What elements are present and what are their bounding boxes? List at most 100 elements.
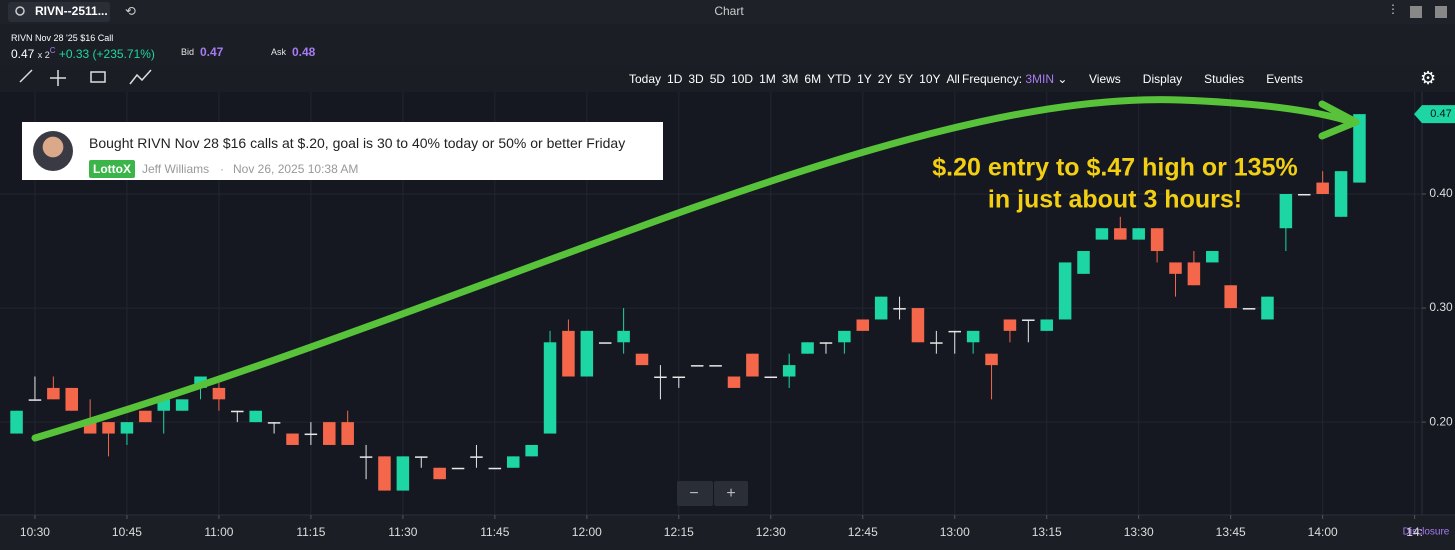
x-tick-label: 13:00 — [940, 525, 970, 539]
post-author: Jeff Williams — [142, 162, 210, 176]
range-button[interactable]: All — [946, 72, 960, 86]
candle-body — [1316, 182, 1329, 194]
zoom-in[interactable] — [714, 481, 748, 506]
candle-body — [212, 387, 226, 400]
post-tag[interactable]: LottoX — [89, 160, 135, 178]
candle-body — [506, 456, 520, 468]
candle-body — [930, 342, 943, 344]
candle-body — [1040, 319, 1053, 331]
note-icon[interactable] — [90, 71, 106, 83]
range-button[interactable]: 2Y — [877, 72, 893, 86]
x-tick-label: 14: — [1406, 525, 1423, 539]
drawing-tools[interactable] — [19, 69, 152, 86]
pencil-icon[interactable] — [19, 69, 33, 83]
candle-body — [1169, 262, 1182, 274]
candle-body — [1242, 308, 1256, 310]
candle-body — [451, 467, 465, 470]
candle-body — [911, 308, 925, 343]
candle-body — [433, 467, 446, 480]
bid-label: Bid — [181, 47, 195, 57]
quote-line: 0.47 x 2C +0.33 (+235.71%) — [11, 46, 155, 61]
size: x 2 — [37, 50, 50, 60]
candle-body — [948, 330, 961, 333]
candle-body — [1298, 193, 1311, 196]
candle-body — [819, 342, 833, 344]
candle-body — [1003, 319, 1017, 331]
candle-body — [1353, 114, 1366, 183]
candles — [10, 114, 1366, 491]
close-icon[interactable] — [1435, 6, 1447, 18]
candle-body — [1206, 251, 1219, 263]
menus: Views Display Studies Events — [1089, 72, 1303, 86]
range-button[interactable]: 1D — [667, 72, 683, 86]
last-price-marker — [1414, 105, 1455, 124]
candle-body — [690, 365, 704, 367]
range-button[interactable]: 3D — [688, 72, 704, 86]
candle-body — [543, 342, 557, 434]
candle-body — [1334, 171, 1348, 217]
search-icon — [15, 6, 25, 16]
candle-body — [10, 410, 23, 434]
symbol-search[interactable] — [8, 2, 110, 22]
symbol: RIVN--2511... — [35, 4, 108, 18]
link-icon[interactable]: ⟲ — [125, 3, 136, 18]
x-tick-label: 11:30 — [388, 525, 417, 539]
candle-body — [231, 410, 244, 413]
crosshair-icon[interactable] — [50, 70, 66, 86]
settings-icon[interactable]: ⚙ — [1420, 68, 1437, 88]
zoom-out[interactable] — [677, 481, 713, 506]
zoom-out-label[interactable]: − — [689, 485, 698, 502]
x-tick-label: 14:00 — [1308, 525, 1338, 539]
candle-body — [378, 456, 391, 491]
last: 0.47 — [11, 47, 35, 61]
candle-body — [1261, 296, 1274, 320]
candle-body — [102, 422, 115, 434]
candle-body — [341, 422, 354, 445]
menu-button[interactable]: Studies — [1204, 72, 1245, 86]
size-flag: C — [49, 46, 56, 55]
candle-body — [267, 422, 281, 424]
range-buttons: Today 1D 3D 5D 10D 1M 3M 6M YTD 1Y 2Y 5Y 10Y All — [629, 72, 960, 86]
trend-icon[interactable] — [129, 69, 152, 85]
range-button[interactable]: 5Y — [898, 72, 914, 86]
frequency[interactable]: Frequency: 3MIN ⌄ — [962, 72, 1068, 86]
range-button[interactable]: YTD — [827, 72, 852, 86]
menu-icon[interactable]: ⋮ — [1387, 2, 1399, 16]
disclosure-link[interactable]: Disclosure — [1403, 527, 1450, 538]
title-bar — [0, 0, 1455, 24]
candle-body — [1058, 262, 1072, 320]
last-price-label: 0.47 — [1430, 108, 1451, 120]
menu-button[interactable]: Events — [1266, 72, 1303, 86]
candle-body — [359, 456, 373, 458]
candle-body — [746, 353, 759, 377]
range-button[interactable]: 1M — [759, 72, 776, 86]
range-button[interactable]: Today — [629, 72, 662, 86]
range-button[interactable]: 6M — [804, 72, 822, 86]
candle-body — [727, 376, 741, 388]
candle-body — [635, 353, 649, 366]
candle-body — [323, 422, 336, 445]
candle-body — [562, 330, 575, 377]
toolbar — [0, 66, 1455, 92]
candle-body — [488, 467, 502, 470]
range-button[interactable]: 1Y — [857, 72, 872, 86]
range-button[interactable]: 3M — [781, 72, 799, 86]
menu-button[interactable]: Views — [1089, 72, 1121, 86]
x-tick-label: 12:30 — [756, 525, 786, 539]
post-text: Bought RIVN Nov 28 $16 calls at $.20, go… — [89, 135, 626, 151]
ask: 0.48 — [292, 45, 316, 59]
candle-body — [782, 365, 796, 377]
candle-body — [893, 308, 906, 310]
zoom-in-label[interactable]: + — [726, 485, 735, 502]
range-button[interactable]: 5D — [709, 72, 726, 86]
annotation: $.20 entry to $.47 high or 135% — [932, 154, 1297, 182]
menu-button[interactable]: Display — [1142, 72, 1183, 86]
trend-arrow — [31, 96, 1349, 442]
range-button[interactable]: 10D — [731, 72, 754, 86]
candle-body — [157, 399, 170, 411]
popout-icon[interactable] — [1410, 6, 1422, 18]
candle-body — [856, 319, 870, 331]
range-button[interactable]: 10Y — [919, 72, 941, 86]
candle-body — [1224, 285, 1237, 309]
